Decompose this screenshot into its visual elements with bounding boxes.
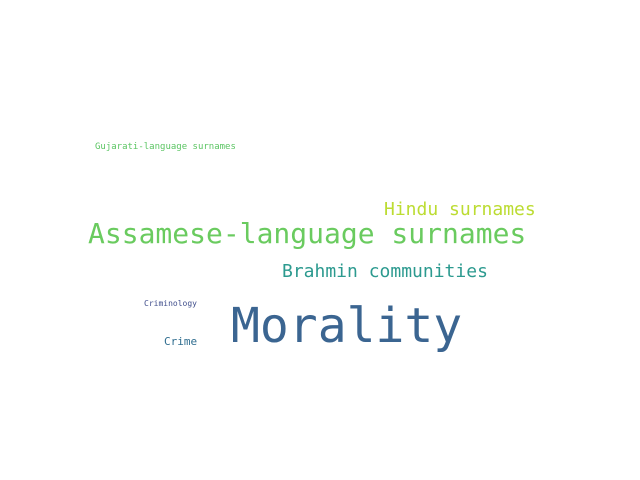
word-brahmin-communities: Brahmin communities — [282, 261, 488, 282]
word-gujarati-language-surnames: Gujarati-language surnames — [95, 142, 236, 152]
word-criminology: Criminology — [144, 299, 197, 308]
word-morality: Morality — [231, 298, 463, 354]
word-hindu-surnames: Hindu surnames — [384, 199, 536, 220]
word-crime: Crime — [164, 335, 198, 348]
word-cloud-canvas — [80, 130, 560, 370]
word-assamese-language-surnames: Assamese-language surnames — [88, 217, 527, 250]
